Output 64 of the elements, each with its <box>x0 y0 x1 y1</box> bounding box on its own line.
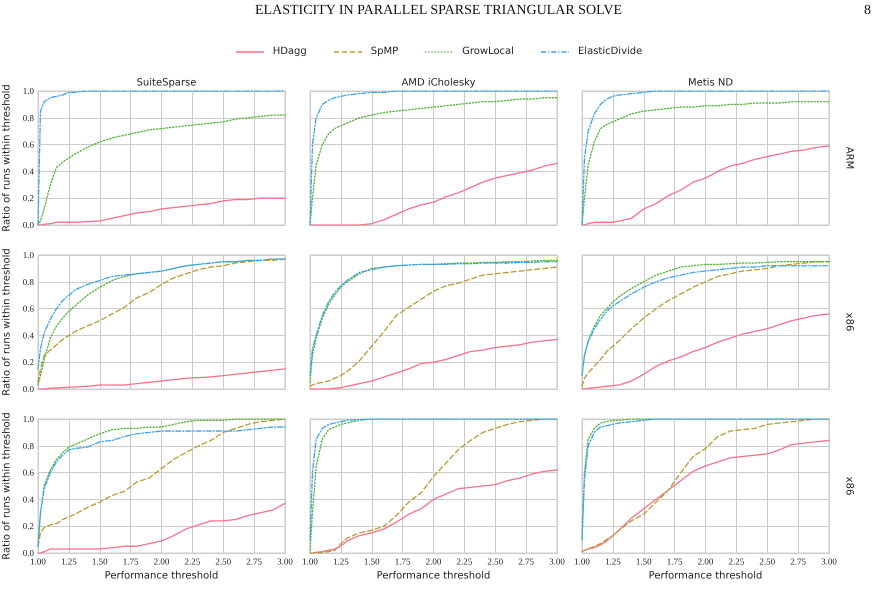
x-tick-label: 2.00 <box>426 556 442 566</box>
legend-label: GrowLocal <box>462 46 514 57</box>
x-tick-label: 2.25 <box>728 556 745 566</box>
x-tick-label: 1.75 <box>394 556 411 566</box>
y-tick-label: 0.2 <box>22 193 34 204</box>
y-tick-label: 1.0 <box>22 86 34 96</box>
y-tick-label: 0.8 <box>22 276 34 287</box>
x-tick-label: 2.50 <box>759 556 776 566</box>
y-tick-label: 0.2 <box>22 521 34 532</box>
legend-label: ElasticDivide <box>578 46 642 57</box>
x-tick-label: 1.25 <box>61 556 78 566</box>
y-tick-label: 0.0 <box>22 548 34 558</box>
x-tick-label: 2.75 <box>518 556 534 566</box>
text: x86 <box>844 476 854 496</box>
y-tick-label: 0.4 <box>22 166 34 176</box>
x-tick-label: 1.00 <box>574 556 590 566</box>
y-tick-label: 1.0 <box>22 250 34 260</box>
y-tick-label: 0.4 <box>22 330 34 340</box>
chart-title: Metis ND <box>688 78 734 88</box>
chart-title: SuiteSparse <box>136 78 196 88</box>
x-tick-label: 2.75 <box>246 556 262 566</box>
y-tick-label: 0.2 <box>22 357 34 368</box>
x-tick-label: 2.25 <box>184 556 201 566</box>
x-tick-label: 1.50 <box>364 556 380 566</box>
text: 8 <box>864 3 871 19</box>
y-tick-label: 0.6 <box>22 140 34 150</box>
text: ARM <box>844 146 854 170</box>
x-tick-label: 2.00 <box>698 556 714 566</box>
y-tick-label: 0.0 <box>22 384 34 394</box>
x-tick-label: 1.25 <box>333 556 350 566</box>
x-axis-title: Performance threshold <box>104 570 218 582</box>
x-tick-label: 1.50 <box>636 556 652 566</box>
x-tick-label: 1.00 <box>30 556 46 566</box>
y-tick-label: 0.6 <box>22 468 34 478</box>
text: x86 <box>844 312 854 332</box>
x-tick-label: 1.25 <box>605 556 622 566</box>
x-tick-label: 3.00 <box>549 556 566 566</box>
x-axis-title: Performance threshold <box>648 570 762 582</box>
x-tick-label: 2.50 <box>487 556 504 566</box>
x-tick-label: 1.75 <box>666 556 683 566</box>
x-tick-label: 2.00 <box>154 556 170 566</box>
y-tick-label: 0.4 <box>22 494 34 504</box>
x-axis-title: Performance threshold <box>376 570 490 582</box>
y-axis-title: Ratio of runs within threshold <box>1 84 12 232</box>
x-tick-label: 3.00 <box>821 556 838 566</box>
y-tick-label: 0.8 <box>22 112 34 123</box>
y-tick-label: 0.8 <box>22 440 34 451</box>
x-tick-label: 2.25 <box>456 556 473 566</box>
line-series <box>37 90 286 226</box>
x-tick-label: 1.75 <box>122 556 139 566</box>
x-tick-label: 2.75 <box>790 556 806 566</box>
x-tick-label: 1.00 <box>302 556 318 566</box>
x-tick-label: 2.50 <box>215 556 232 566</box>
chart-title: AMD iCholesky <box>401 78 476 88</box>
x-tick-label: 1.50 <box>92 556 108 566</box>
y-tick-label: 0.0 <box>22 220 34 230</box>
y-axis-title: Ratio of runs within threshold <box>1 412 12 560</box>
legend-label: SpMP <box>370 46 398 57</box>
x-tick-label: 3.00 <box>277 556 294 566</box>
y-tick-label: 1.0 <box>22 414 34 424</box>
y-axis-title: Ratio of runs within threshold <box>1 248 12 396</box>
legend-label: HDagg <box>272 46 307 57</box>
text: ELASTICITY IN PARALLEL SPARSE TRIANGULAR SOLVE <box>254 3 622 18</box>
y-tick-label: 0.6 <box>22 304 34 314</box>
